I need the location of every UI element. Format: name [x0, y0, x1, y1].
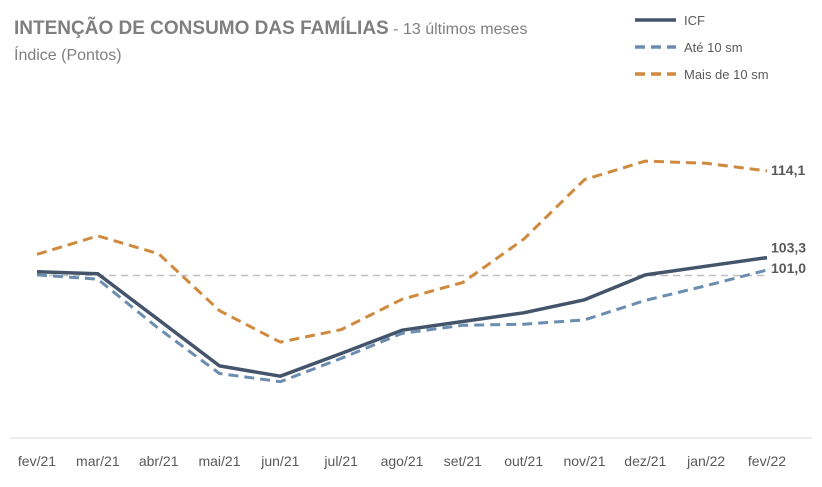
x-tick-label: mar/21 — [76, 453, 120, 469]
data-label-icf: 103,3 — [771, 240, 806, 256]
title-main: INTENÇÃO DE CONSUMO DAS FAMÍLIAS — [14, 17, 389, 39]
x-tick-label: ago/21 — [381, 453, 424, 469]
x-tick-label: out/21 — [504, 453, 543, 469]
x-tick-label: fev/21 — [18, 453, 56, 469]
data-labels: 114,1 103,3 101,0 — [771, 162, 806, 276]
x-tick-labels: fev/21 mar/21 abr/21 mai/21 jun/21 jul/21 ago/… — [18, 453, 786, 469]
x-tick-label: set/21 — [444, 453, 482, 469]
series-group — [36, 159, 768, 384]
x-tick-label: jun/21 — [260, 453, 299, 469]
legend-label-icf: ICF — [684, 13, 705, 28]
series-line-ate-10-sm — [36, 268, 768, 384]
data-label-ate-10-sm: 101,0 — [771, 260, 806, 276]
x-tick-label: mai/21 — [198, 453, 240, 469]
x-tick-label: dez/21 — [624, 453, 666, 469]
x-tick-label: abr/21 — [139, 453, 179, 469]
legend-label-mais-de-10-sm: Mais de 10 sm — [684, 67, 769, 82]
legend-label-ate-10-sm: Até 10 sm — [684, 40, 743, 55]
chart-title: INTENÇÃO DE CONSUMO DAS FAMÍLIAS - 13 úl… — [14, 17, 527, 39]
series-line-icf — [36, 255, 768, 378]
svg-text:INTENÇÃO DE CONSUMO DAS FAMÍLI: INTENÇÃO DE CONSUMO DAS FAMÍLIAS - 13 úl… — [14, 17, 527, 39]
chart-legend: ICF Até 10 sm Mais de 10 sm — [635, 13, 769, 82]
title-suffix: - 13 últimos meses — [389, 21, 528, 38]
series-line-mais-de-10-sm — [36, 159, 768, 344]
x-tick-label: fev/22 — [748, 453, 786, 469]
x-tick-label: nov/21 — [563, 453, 605, 469]
chart-subtitle: Índice (Pontos) — [14, 45, 122, 64]
x-tick-label: jul/21 — [323, 453, 358, 469]
data-label-mais-de-10-sm: 114,1 — [771, 162, 805, 178]
x-tick-label: jan/22 — [686, 453, 725, 469]
